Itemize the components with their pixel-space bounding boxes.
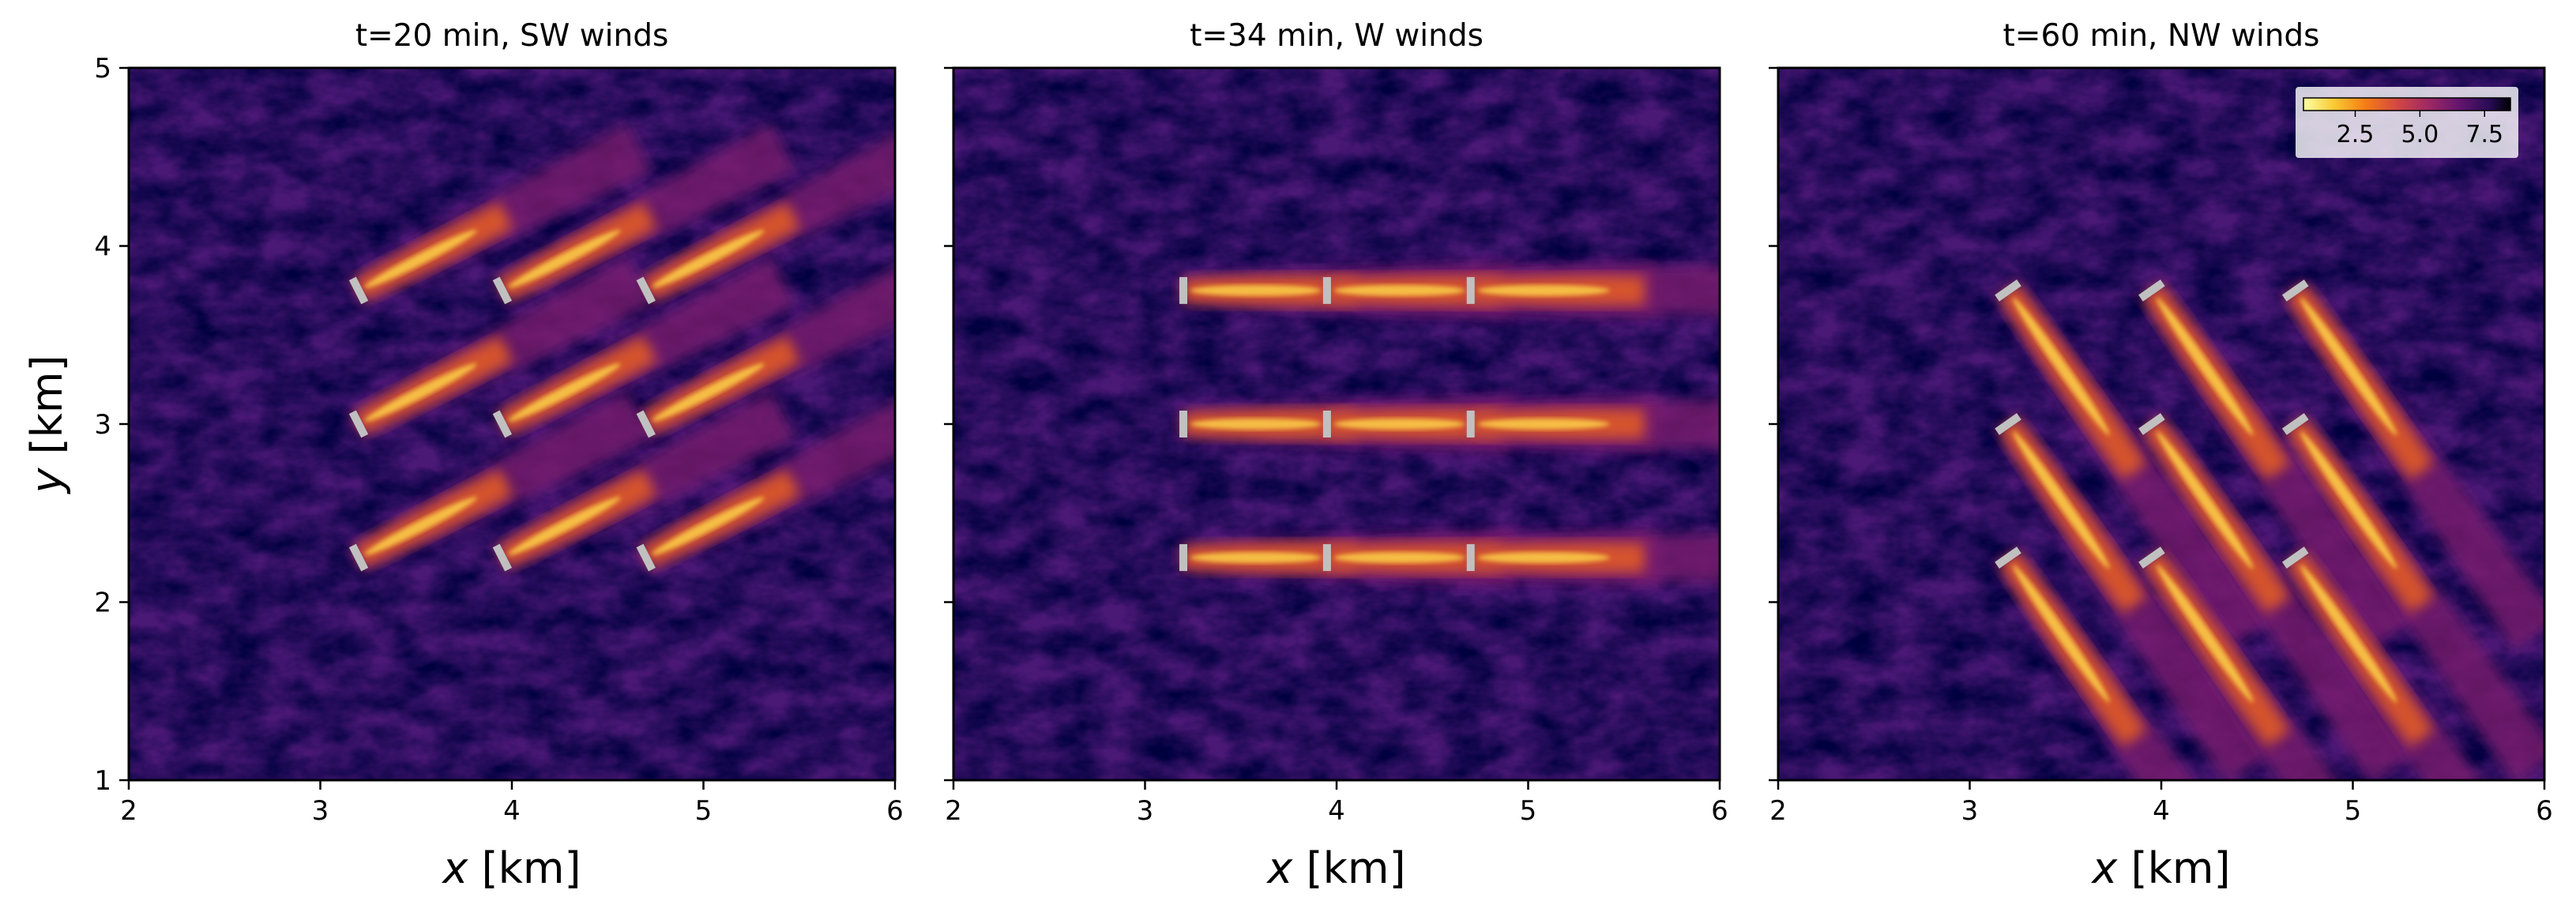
turbine-marker (1466, 411, 1475, 437)
y-tick-label: 1 (94, 765, 111, 797)
turbine-marker (1322, 411, 1331, 437)
panel-title: t=60 min, NW winds (2003, 18, 2320, 54)
wake (496, 123, 795, 302)
x-tick-label: 4 (2153, 795, 2170, 827)
turbine-marker (2281, 280, 2309, 302)
colorbar-tick-label: 2.5 (2337, 121, 2375, 148)
wake (1470, 265, 1720, 316)
x-tick-label: 5 (1520, 795, 1537, 827)
x-tick-label: 5 (2345, 795, 2362, 827)
turbine-marker (2281, 546, 2309, 569)
turbine-marker (1179, 276, 1187, 304)
turbine-marker (636, 276, 656, 305)
turbine-marker (1179, 411, 1187, 437)
wake (496, 257, 795, 436)
wake (352, 123, 652, 302)
wake (2285, 550, 2544, 780)
turbine-marker (2281, 413, 2309, 435)
turbine-marker (636, 410, 656, 438)
turbine-marker (2138, 413, 2165, 435)
y-tick-label: 5 (94, 53, 111, 84)
x-tick-label: 3 (312, 795, 329, 827)
wake (2141, 550, 2415, 780)
turbine-marker (1466, 276, 1475, 304)
wake (2285, 283, 2544, 651)
turbine-marker (492, 276, 513, 305)
velocity-field (129, 68, 895, 780)
turbine-marker (2138, 280, 2165, 302)
x-axis-label: x [km] (1265, 843, 1405, 893)
turbine-marker (348, 543, 369, 572)
turbine-marker (1995, 546, 2021, 569)
x-tick-label: 3 (1961, 795, 1979, 827)
turbine-marker (348, 410, 369, 438)
colorbar-tick-label: 5.0 (2401, 121, 2439, 148)
turbine-marker (1179, 544, 1187, 572)
panel-title: t=34 min, W winds (1190, 18, 1484, 54)
colorbar-gradient (2303, 97, 2511, 111)
panel-3: t=60 min, NW winds 2 3 4 5 6 x [km] 2.5 5.0 7.5 (1769, 18, 2553, 893)
y-tick-label: 3 (94, 409, 111, 441)
x-tick-label: 3 (1137, 795, 1154, 827)
wake (1997, 416, 2271, 780)
wake (2141, 283, 2415, 651)
wake (352, 257, 652, 436)
wake (640, 123, 895, 302)
wake (1470, 399, 1720, 449)
wake (1470, 532, 1720, 583)
panel-title: t=20 min, SW winds (355, 18, 669, 54)
velocity-field (1778, 68, 2544, 780)
turbine-marker (348, 276, 369, 305)
x-tick-label: 4 (1328, 795, 1345, 827)
x-tick-label: 6 (1711, 795, 1728, 827)
turbine-marker (1322, 544, 1331, 572)
wake (2141, 416, 2415, 780)
wake (352, 390, 652, 569)
colorbar-tick-label: 7.5 (2465, 121, 2503, 148)
turbine-marker (1995, 413, 2021, 435)
wake (640, 390, 895, 569)
wake (2285, 416, 2544, 780)
wake (496, 390, 795, 569)
x-tick-label: 5 (695, 795, 713, 827)
colorbar: 2.5 5.0 7.5 (2296, 87, 2518, 158)
y-tick-label: 2 (94, 588, 111, 619)
x-tick-label: 2 (1769, 795, 1787, 827)
x-tick-label: 4 (503, 795, 521, 827)
y-axis-label: y [km] (22, 355, 72, 494)
x-axis-label: x [km] (2090, 843, 2230, 893)
x-tick-label: 2 (120, 795, 137, 827)
x-tick-label: 2 (945, 795, 962, 827)
y-tick-label: 4 (94, 231, 111, 263)
turbine-marker (492, 410, 513, 438)
wake (1997, 283, 2271, 651)
turbine-marker (1322, 276, 1331, 304)
velocity-field (953, 68, 1720, 780)
turbine-marker (1995, 280, 2021, 302)
turbine-marker (1466, 544, 1475, 572)
x-axis-label: x [km] (441, 843, 581, 893)
wake (1997, 550, 2271, 780)
panel-2: t=34 min, W winds 2 3 4 5 6 x [km] (944, 18, 1728, 893)
turbine-marker (2138, 546, 2165, 569)
turbine-marker (636, 543, 656, 572)
wake (640, 257, 895, 436)
x-tick-label: 6 (2536, 795, 2553, 827)
x-tick-label: 6 (886, 795, 904, 827)
turbine-marker (492, 543, 513, 572)
